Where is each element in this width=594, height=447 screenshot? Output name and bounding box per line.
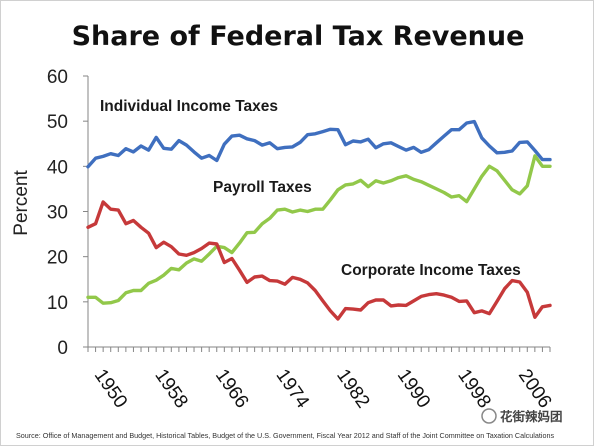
x-tick-label: 1974 [272, 366, 314, 413]
x-tick-label: 1990 [393, 366, 434, 413]
series-layer [86, 119, 552, 321]
watermark-text: 花街辣妈团 [500, 409, 563, 424]
series-line-payroll-taxes [86, 154, 552, 305]
watermark: 花街辣妈团 [481, 408, 563, 424]
y-tick-label: 50 [47, 112, 68, 133]
source-note: Source: Office of Management and Budget,… [16, 431, 554, 440]
y-tick-label: 0 [57, 338, 68, 359]
x-tick-label: 2006 [514, 366, 555, 413]
y-axis-label: Percent [11, 170, 32, 236]
y-tick-label: 60 [47, 67, 68, 88]
x-tick-label: 1982 [332, 366, 373, 413]
y-tick-label: 10 [47, 293, 68, 314]
x-tick-label: 1998 [453, 366, 494, 413]
series-line-individual-income-taxes [86, 119, 552, 169]
x-tick-label: 1950 [90, 366, 131, 413]
annotation-individual-income-taxes: Individual Income Taxes [100, 98, 278, 115]
y-tick-label: 20 [47, 248, 68, 269]
y-tick-label: 30 [47, 203, 68, 224]
series-line-corporate-income-taxes [86, 200, 552, 321]
watermark-icon [481, 408, 497, 424]
annotation-corporate-income-taxes: Corporate Income Taxes [341, 262, 521, 279]
x-tick-label: 1966 [211, 366, 252, 413]
annotation-payroll-taxes: Payroll Taxes [213, 179, 312, 196]
x-tick-label: 1958 [150, 366, 191, 413]
axes: 0 10 20 30 40 50 60 1950 1958 1966 1974 1982 1990 199… [47, 67, 556, 413]
y-tick-label: 40 [47, 157, 68, 178]
chart-title: Share of Federal Tax Revenue [72, 21, 525, 52]
